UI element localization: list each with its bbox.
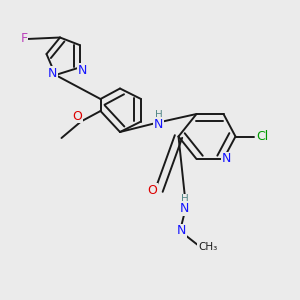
Text: H: H <box>181 194 188 205</box>
Text: H: H <box>154 110 162 121</box>
Text: N: N <box>180 202 189 215</box>
Text: O: O <box>73 110 82 123</box>
Text: O: O <box>148 184 157 197</box>
Text: CH₃: CH₃ <box>198 242 217 253</box>
Text: N: N <box>48 67 57 80</box>
Text: F: F <box>20 32 28 46</box>
Text: Cl: Cl <box>256 130 268 143</box>
Text: N: N <box>78 64 87 77</box>
Text: N: N <box>222 152 231 166</box>
Text: N: N <box>154 118 163 131</box>
Text: N: N <box>177 224 186 238</box>
